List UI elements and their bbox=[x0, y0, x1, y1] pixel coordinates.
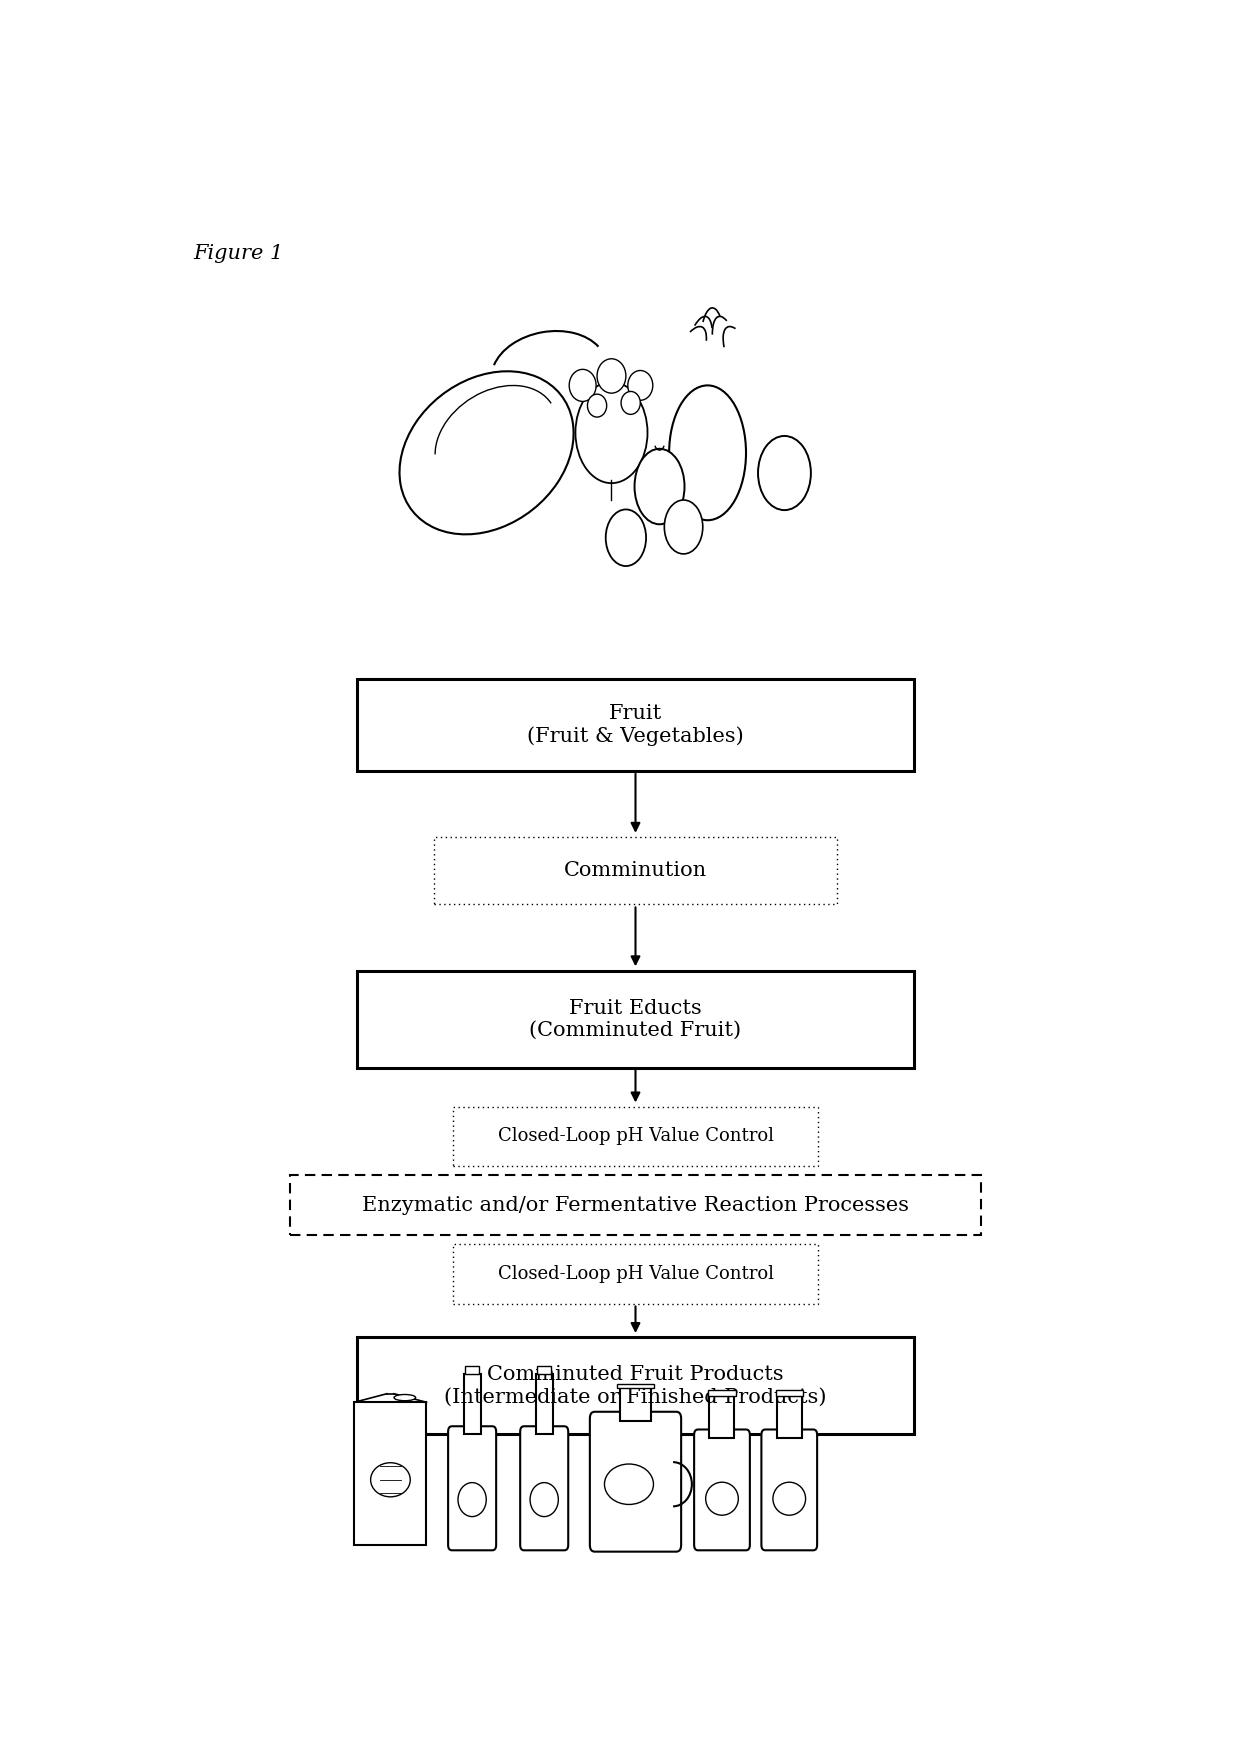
Ellipse shape bbox=[773, 1481, 806, 1515]
FancyBboxPatch shape bbox=[464, 1375, 481, 1434]
FancyBboxPatch shape bbox=[618, 1383, 653, 1389]
FancyBboxPatch shape bbox=[448, 1427, 496, 1550]
FancyBboxPatch shape bbox=[620, 1387, 651, 1422]
Ellipse shape bbox=[621, 392, 640, 415]
FancyBboxPatch shape bbox=[761, 1429, 817, 1550]
Ellipse shape bbox=[706, 1481, 738, 1515]
FancyBboxPatch shape bbox=[537, 1366, 552, 1375]
Ellipse shape bbox=[758, 436, 811, 510]
FancyBboxPatch shape bbox=[521, 1427, 568, 1550]
Text: Closed-Loop pH Value Control: Closed-Loop pH Value Control bbox=[497, 1264, 774, 1283]
FancyBboxPatch shape bbox=[357, 1338, 914, 1434]
Ellipse shape bbox=[458, 1483, 486, 1516]
Ellipse shape bbox=[575, 382, 647, 483]
Ellipse shape bbox=[635, 448, 684, 524]
Text: Fruit Educts
(Comminuted Fruit): Fruit Educts (Comminuted Fruit) bbox=[529, 998, 742, 1040]
Text: Figure 1: Figure 1 bbox=[193, 243, 284, 263]
FancyBboxPatch shape bbox=[453, 1245, 818, 1303]
Ellipse shape bbox=[627, 371, 652, 401]
Ellipse shape bbox=[605, 510, 646, 566]
Ellipse shape bbox=[371, 1462, 410, 1497]
Ellipse shape bbox=[596, 359, 626, 394]
FancyBboxPatch shape bbox=[355, 1403, 427, 1544]
FancyBboxPatch shape bbox=[290, 1175, 982, 1234]
FancyBboxPatch shape bbox=[776, 1396, 802, 1438]
Ellipse shape bbox=[529, 1483, 558, 1516]
FancyBboxPatch shape bbox=[536, 1375, 553, 1434]
Ellipse shape bbox=[399, 371, 574, 534]
Ellipse shape bbox=[588, 394, 606, 417]
Text: Fruit
(Fruit & Vegetables): Fruit (Fruit & Vegetables) bbox=[527, 704, 744, 746]
Text: Comminution: Comminution bbox=[564, 861, 707, 881]
FancyBboxPatch shape bbox=[775, 1390, 804, 1396]
FancyBboxPatch shape bbox=[357, 679, 914, 770]
Text: Enzymatic and/or Fermentative Reaction Processes: Enzymatic and/or Fermentative Reaction P… bbox=[362, 1196, 909, 1215]
FancyBboxPatch shape bbox=[708, 1390, 735, 1396]
FancyBboxPatch shape bbox=[453, 1107, 818, 1166]
Ellipse shape bbox=[569, 369, 596, 401]
FancyBboxPatch shape bbox=[434, 837, 837, 905]
FancyBboxPatch shape bbox=[465, 1366, 480, 1375]
Text: Closed-Loop pH Value Control: Closed-Loop pH Value Control bbox=[497, 1128, 774, 1145]
Ellipse shape bbox=[665, 501, 703, 553]
Ellipse shape bbox=[394, 1394, 415, 1401]
FancyBboxPatch shape bbox=[590, 1411, 681, 1551]
Ellipse shape bbox=[670, 385, 746, 520]
Ellipse shape bbox=[604, 1464, 653, 1504]
FancyBboxPatch shape bbox=[357, 970, 914, 1068]
FancyBboxPatch shape bbox=[709, 1396, 734, 1438]
Text: Comminuted Fruit Products
(Intermediate or Finished Products): Comminuted Fruit Products (Intermediate … bbox=[444, 1366, 827, 1406]
FancyBboxPatch shape bbox=[694, 1429, 750, 1550]
